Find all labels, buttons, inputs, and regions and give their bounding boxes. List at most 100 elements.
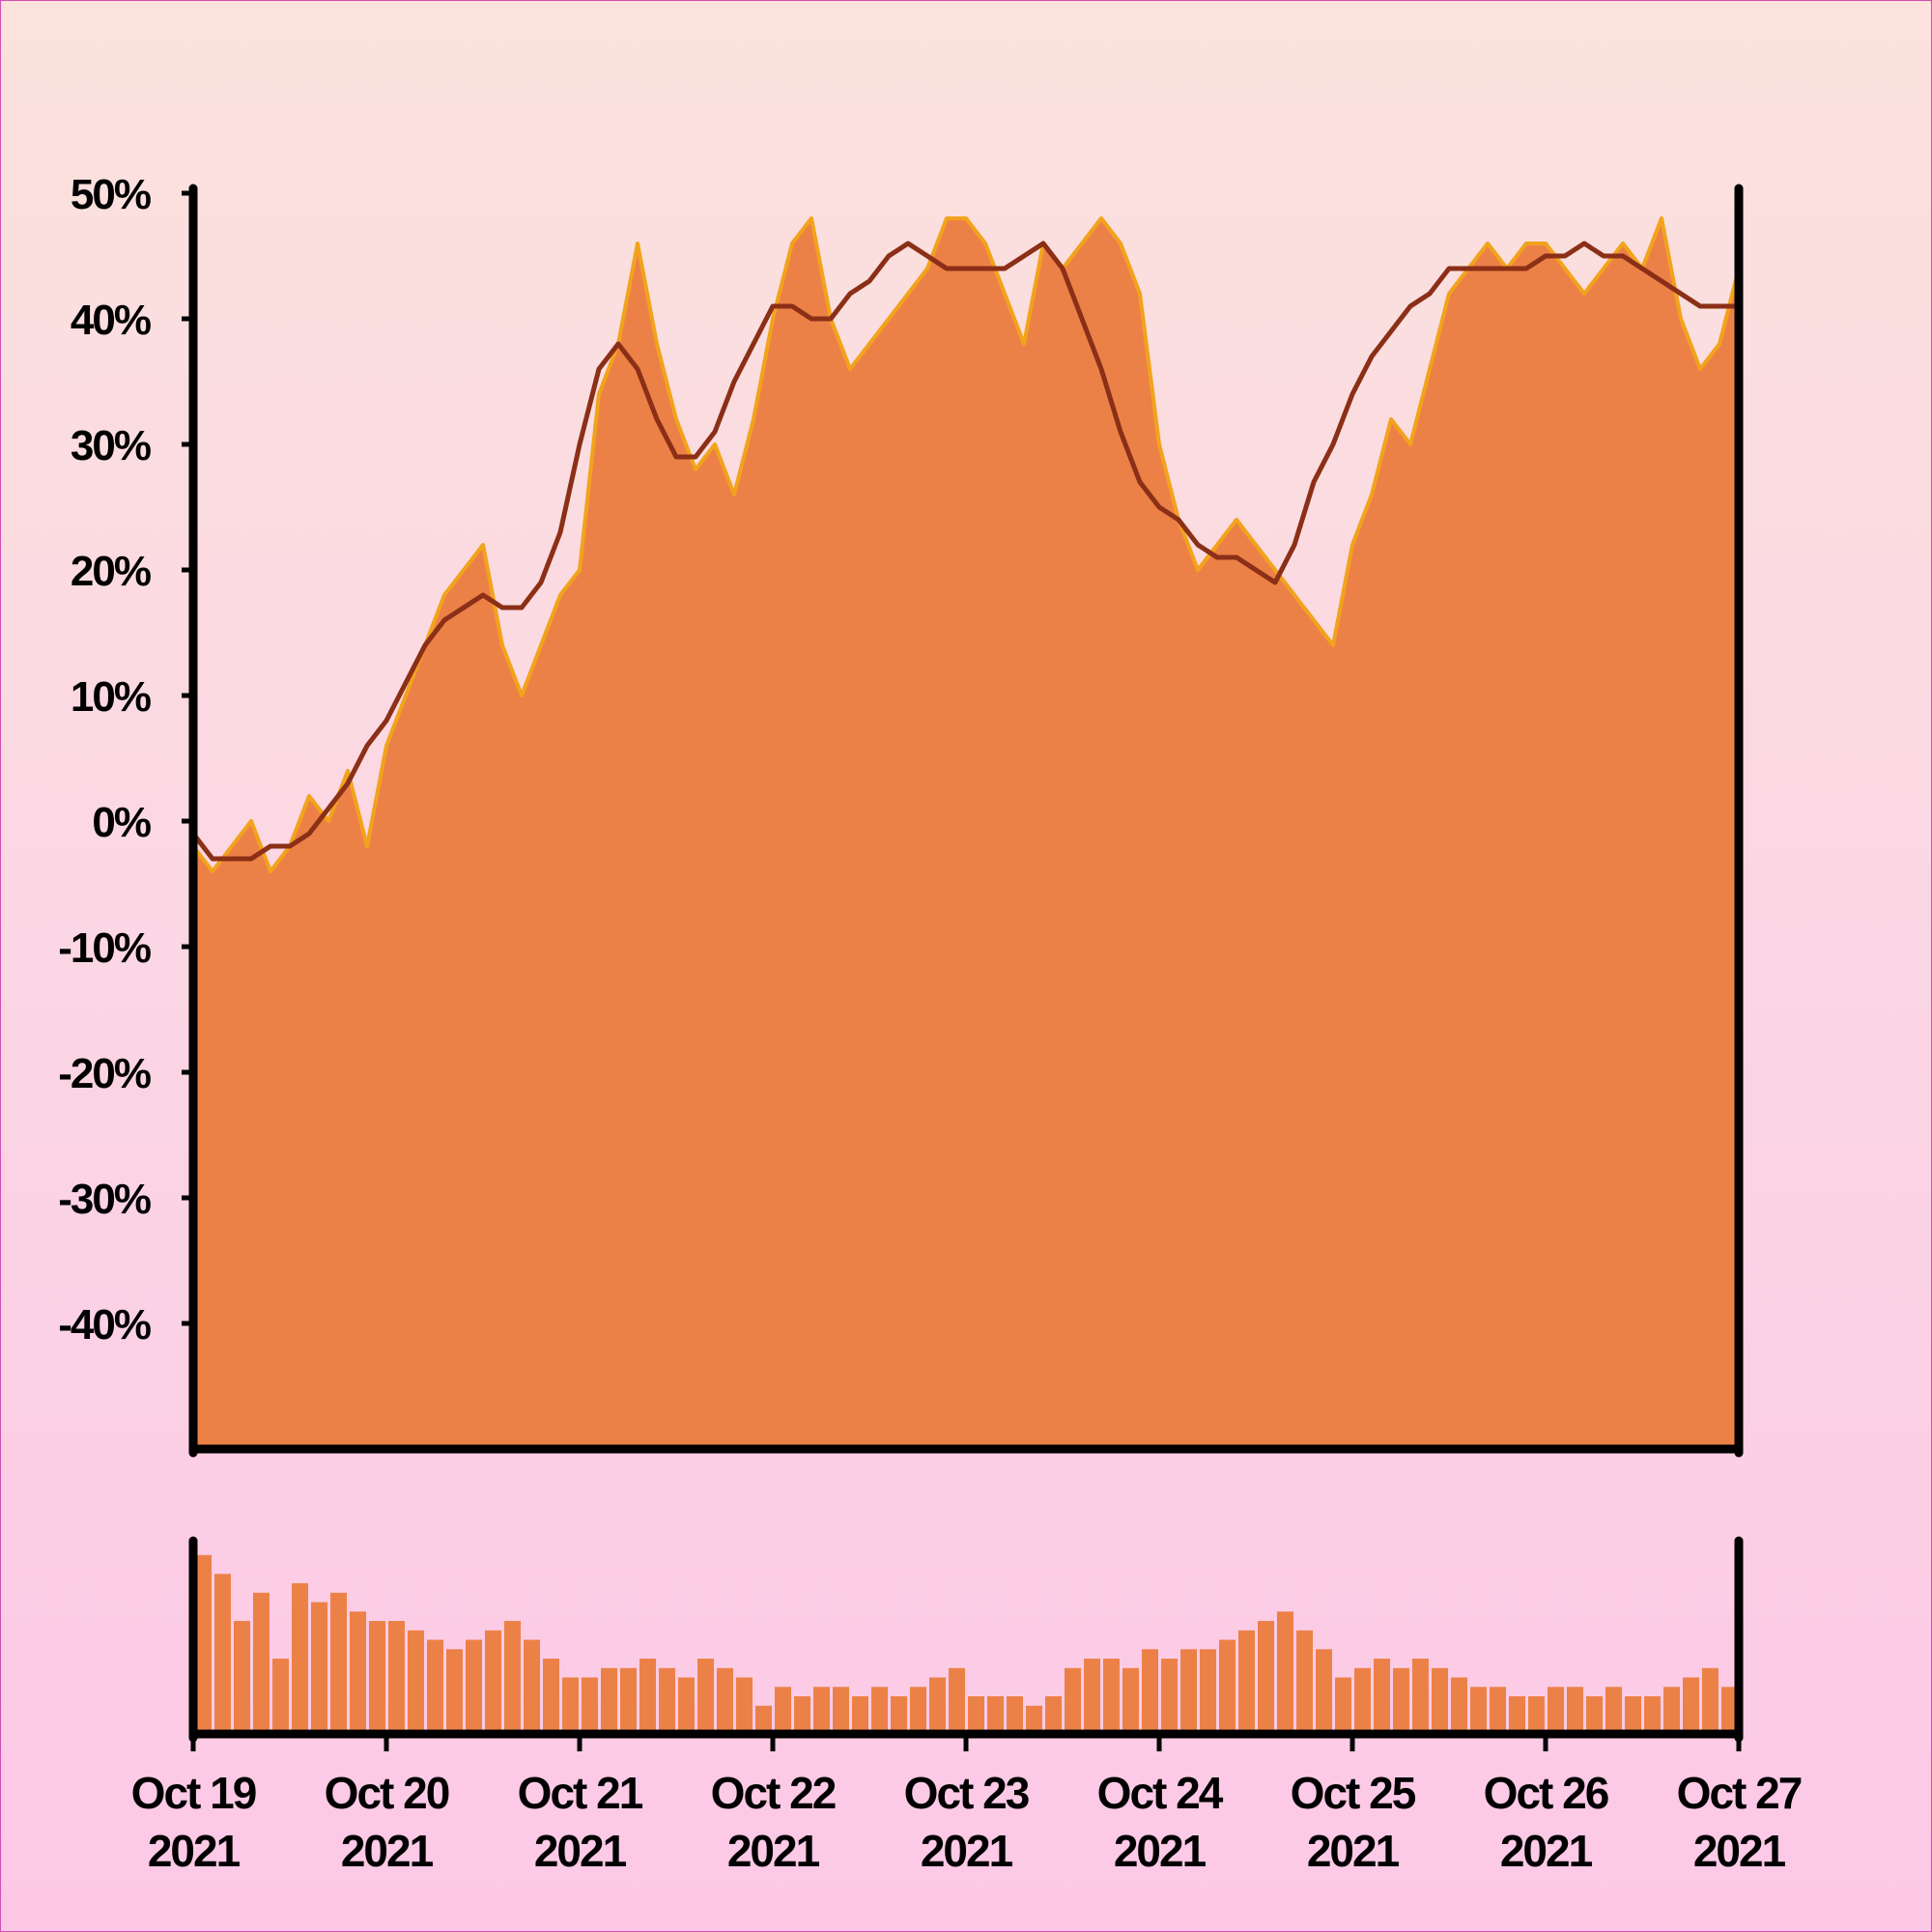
volume-bar bbox=[408, 1630, 424, 1735]
volume-bar bbox=[1586, 1696, 1603, 1734]
volume-bar bbox=[852, 1696, 868, 1734]
volume-bar bbox=[1663, 1687, 1680, 1735]
volume-bar bbox=[755, 1705, 772, 1735]
volume-bar bbox=[1258, 1621, 1274, 1734]
volume-bar bbox=[1644, 1696, 1661, 1734]
volume-bar bbox=[1122, 1667, 1139, 1735]
volume-bar bbox=[1103, 1659, 1120, 1734]
volume-bar bbox=[504, 1621, 521, 1734]
volume-bar bbox=[388, 1621, 405, 1734]
main-plot bbox=[190, 216, 1742, 1451]
volume-bar bbox=[1316, 1649, 1332, 1735]
volume-bar bbox=[871, 1687, 888, 1735]
x-tick-label-date: Oct 26 bbox=[1484, 1768, 1608, 1818]
volume-bar bbox=[427, 1639, 443, 1734]
volume-bar bbox=[1026, 1705, 1042, 1735]
x-axis-ticks: Oct 19 2021 Oct 20 2021 Oct 21 2021 Oct 22 2021… bbox=[131, 1734, 1804, 1876]
volume-bar bbox=[601, 1667, 617, 1735]
price-area bbox=[191, 216, 1741, 1451]
volume-bar bbox=[214, 1574, 231, 1735]
volume-bar bbox=[292, 1583, 308, 1734]
volume-bar bbox=[949, 1667, 965, 1735]
y-axis-ticks: 50% 40% 30% 20% 10% 0% -10% -20% -30% -40% bbox=[58, 171, 193, 1349]
volume-bar bbox=[833, 1687, 849, 1735]
y-tick-label: -30% bbox=[58, 1176, 151, 1223]
volume-bar bbox=[1470, 1687, 1487, 1735]
volume-bar bbox=[639, 1659, 656, 1734]
y-tick-label: 30% bbox=[71, 422, 151, 469]
volume-bar bbox=[659, 1667, 675, 1735]
volume-bar bbox=[794, 1696, 810, 1734]
x-tick-label-date: Oct 21 bbox=[518, 1768, 643, 1818]
volume-bar bbox=[891, 1696, 907, 1734]
volume-bar bbox=[311, 1602, 327, 1734]
volume-bar bbox=[1238, 1630, 1255, 1735]
y-tick-label: -20% bbox=[58, 1050, 151, 1097]
x-tick-label-date: Oct 27 bbox=[1677, 1768, 1802, 1818]
volume-bar bbox=[582, 1677, 598, 1734]
volume-bar bbox=[968, 1696, 984, 1734]
volume-bar bbox=[1045, 1696, 1062, 1734]
y-tick-label: -40% bbox=[58, 1301, 151, 1349]
volume-bar bbox=[330, 1592, 347, 1735]
volume-bar bbox=[620, 1667, 637, 1735]
volume-bar bbox=[1065, 1667, 1081, 1735]
y-tick-label: 10% bbox=[71, 673, 151, 721]
volume-bar bbox=[775, 1687, 791, 1735]
volume-plot bbox=[195, 1554, 1738, 1735]
volume-bar bbox=[929, 1677, 946, 1734]
volume-bar bbox=[1161, 1659, 1178, 1734]
x-tick-label-date: Oct 25 bbox=[1291, 1768, 1416, 1818]
volume-bar bbox=[1335, 1677, 1351, 1734]
volume-bar bbox=[1393, 1667, 1409, 1735]
volume-bar bbox=[697, 1659, 714, 1734]
moving-average-line bbox=[190, 241, 1742, 862]
volume-bar bbox=[272, 1659, 289, 1734]
volume-bar bbox=[1296, 1630, 1313, 1735]
volume-bar bbox=[1142, 1649, 1158, 1735]
x-tick-label-date: Oct 23 bbox=[904, 1768, 1029, 1818]
y-tick-label: 40% bbox=[71, 297, 151, 344]
volume-bar bbox=[1490, 1687, 1506, 1735]
y-tick-label: 20% bbox=[71, 548, 151, 595]
x-tick-label-year: 2021 bbox=[1114, 1826, 1207, 1876]
volume-bar bbox=[1084, 1659, 1100, 1734]
x-tick-label-date: Oct 19 bbox=[131, 1768, 256, 1818]
x-tick-label-date: Oct 24 bbox=[1097, 1768, 1224, 1818]
volume-bar bbox=[350, 1611, 366, 1735]
volume-bar bbox=[1219, 1639, 1236, 1734]
volume-bar bbox=[813, 1687, 830, 1735]
volume-bar bbox=[1625, 1696, 1641, 1734]
volume-bar bbox=[1605, 1687, 1622, 1735]
volume-bar bbox=[1432, 1667, 1448, 1735]
volume-bar bbox=[1721, 1687, 1738, 1735]
volume-bar bbox=[678, 1677, 695, 1734]
volume-bar bbox=[1702, 1667, 1719, 1735]
volume-bar bbox=[1548, 1687, 1564, 1735]
volume-bar bbox=[1451, 1677, 1467, 1734]
x-tick-label-year: 2021 bbox=[1693, 1826, 1786, 1876]
volume-bar bbox=[1528, 1696, 1545, 1734]
volume-bar bbox=[234, 1621, 250, 1734]
volume-bar bbox=[736, 1677, 753, 1734]
x-tick-label-year: 2021 bbox=[341, 1826, 434, 1876]
volume-bar bbox=[1277, 1611, 1293, 1735]
x-tick-label-year: 2021 bbox=[1307, 1826, 1400, 1876]
x-tick-label-year: 2021 bbox=[534, 1826, 627, 1876]
volume-bar bbox=[910, 1687, 926, 1735]
x-tick-label-year: 2021 bbox=[727, 1826, 820, 1876]
volume-bar bbox=[1683, 1677, 1699, 1734]
volume-bar bbox=[466, 1639, 482, 1734]
volume-bar bbox=[195, 1554, 212, 1735]
volume-bar bbox=[562, 1677, 579, 1734]
volume-bar bbox=[1180, 1649, 1197, 1735]
volume-bar bbox=[1567, 1687, 1583, 1735]
volume-bar bbox=[1374, 1659, 1390, 1734]
volume-bar bbox=[485, 1630, 501, 1735]
x-tick-label-year: 2021 bbox=[921, 1826, 1013, 1876]
volume-bar bbox=[717, 1667, 733, 1735]
x-tick-label-date: Oct 22 bbox=[711, 1768, 836, 1818]
volume-bar bbox=[1509, 1696, 1525, 1734]
y-tick-label: 0% bbox=[92, 799, 150, 846]
